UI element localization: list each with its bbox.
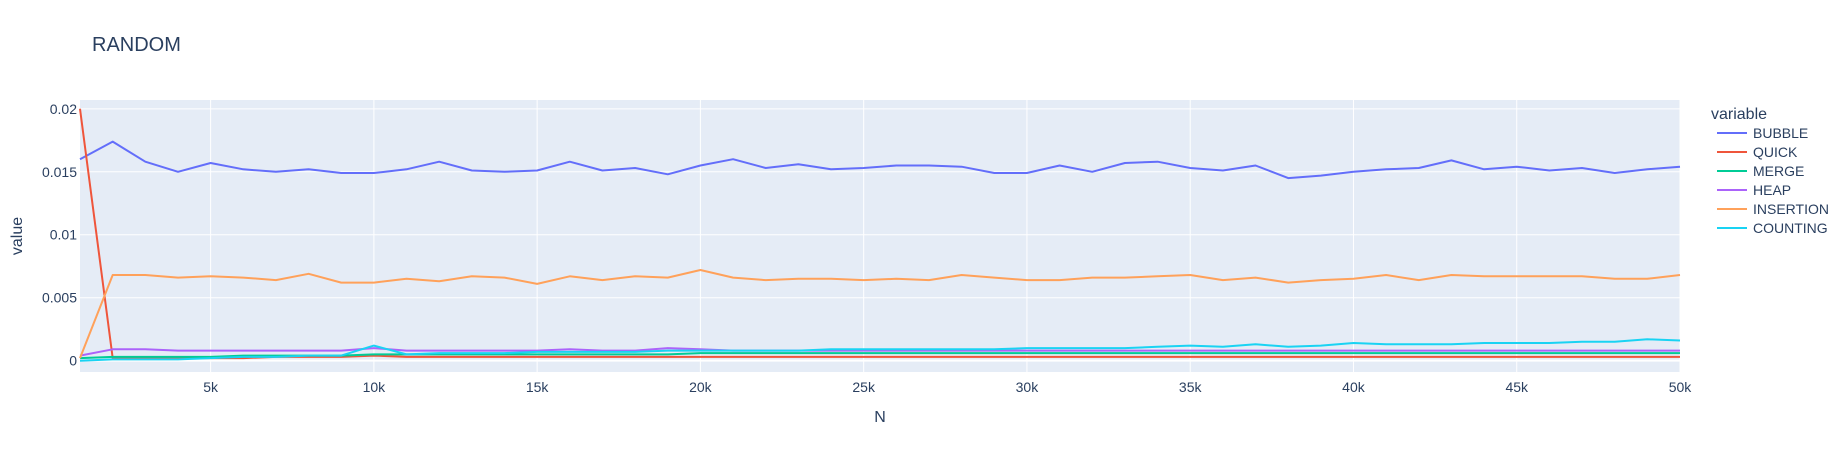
legend-item-counting[interactable]: COUNTING — [1717, 220, 1828, 236]
legend-item-insertion[interactable]: INSERTION — [1717, 201, 1829, 217]
legend-item-bubble[interactable]: BUBBLE — [1717, 125, 1808, 141]
y-tick-label: 0.015 — [42, 164, 77, 180]
x-tick-label: 15k — [526, 379, 550, 395]
y-tick-label: 0 — [69, 353, 77, 369]
series-line-bubble — [79, 140, 1681, 180]
y-tick-label: 0.01 — [50, 227, 77, 243]
y-axis-title: value — [9, 217, 26, 255]
y-tick-label: 0.02 — [50, 101, 77, 117]
x-axis: 5k 10k 15k 20k 25k 30k 35k 40k 45k 50k — [203, 379, 1692, 395]
legend-item-heap[interactable]: HEAP — [1717, 182, 1791, 198]
grid-lines — [80, 100, 1681, 372]
x-tick-label: 25k — [852, 379, 876, 395]
x-tick-label: 30k — [1016, 379, 1040, 395]
legend-label: MERGE — [1753, 163, 1804, 179]
legend-title: variable — [1711, 106, 1767, 123]
series-line-heap — [79, 347, 1680, 357]
chart-title: RANDOM — [92, 34, 181, 56]
series-line-merge — [79, 352, 1680, 360]
x-tick-label: 50k — [1669, 379, 1693, 395]
series-line-counting — [79, 338, 1681, 362]
series-lines — [79, 108, 1681, 362]
legend-label: BUBBLE — [1753, 125, 1808, 141]
y-tick-label: 0.005 — [42, 290, 77, 306]
x-tick-label: 5k — [203, 379, 219, 395]
x-tick-label: 10k — [363, 379, 387, 395]
legend-item-quick[interactable]: QUICK — [1717, 144, 1798, 160]
legend-label: HEAP — [1753, 182, 1791, 198]
series-line-quick — [79, 108, 1680, 360]
legend[interactable]: variable BUBBLE QUICK MERGE HEAP INSERTION CO… — [1711, 106, 1829, 236]
x-tick-label: 35k — [1179, 379, 1203, 395]
legend-label: INSERTION — [1753, 201, 1829, 217]
x-tick-label: 45k — [1505, 379, 1529, 395]
x-tick-label: 20k — [689, 379, 713, 395]
legend-item-merge[interactable]: MERGE — [1717, 163, 1804, 179]
y-axis: 0 0.005 0.01 0.015 0.02 — [42, 101, 77, 369]
plot-area — [80, 100, 1680, 372]
x-axis-title: N — [874, 409, 886, 426]
legend-label: COUNTING — [1753, 220, 1828, 236]
series-line-insertion — [79, 269, 1681, 359]
x-tick-label: 40k — [1342, 379, 1366, 395]
legend-label: QUICK — [1753, 144, 1798, 160]
